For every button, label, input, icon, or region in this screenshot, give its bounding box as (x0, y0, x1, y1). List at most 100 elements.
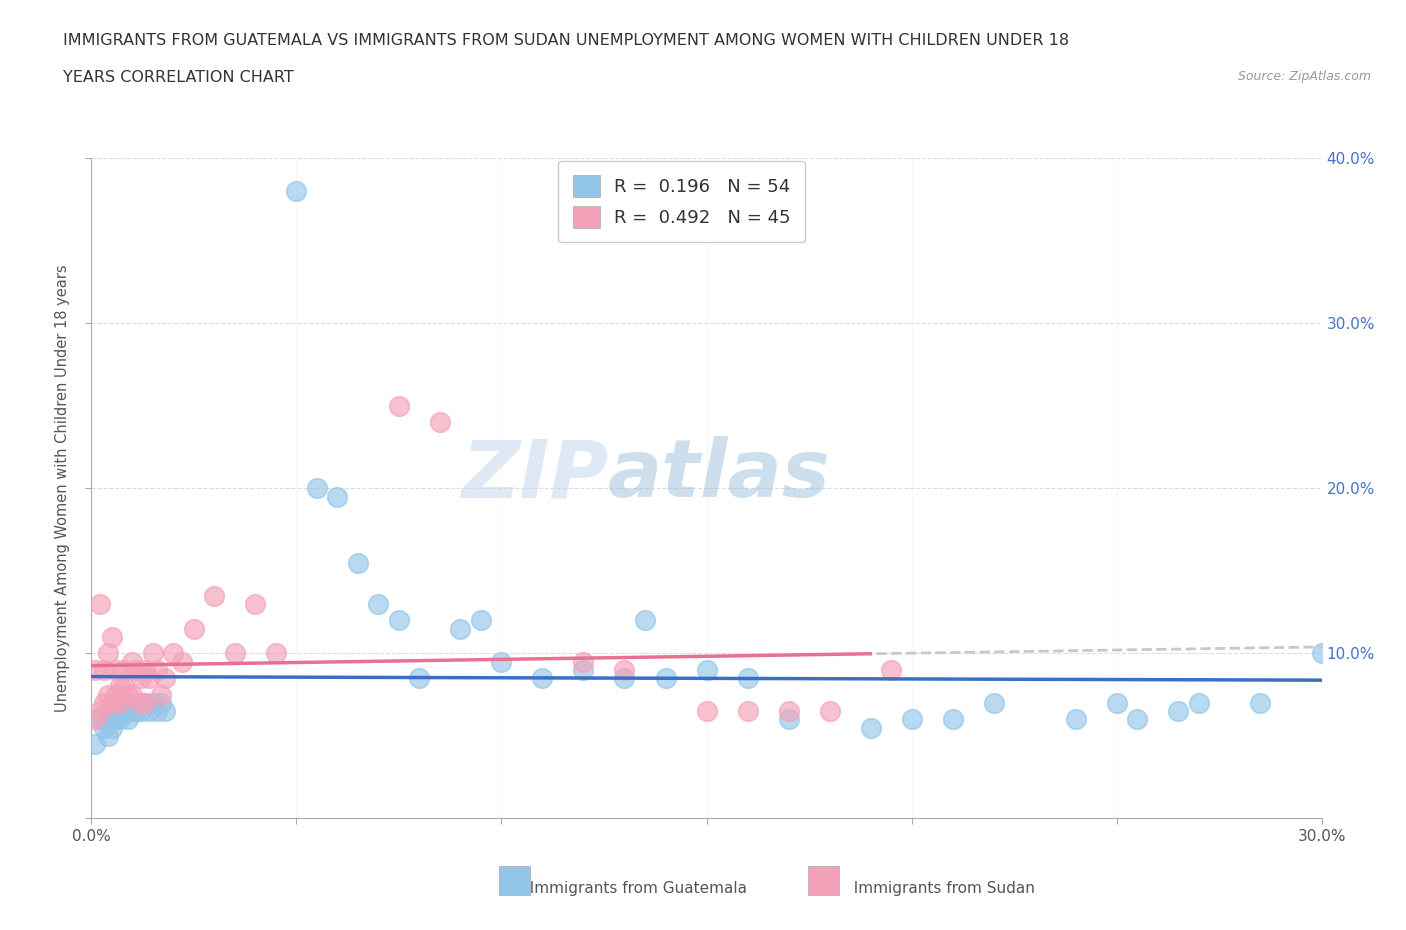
Point (900, 712, 922, 727)
Point (89, 712, 111, 727)
Point (112, 679, 135, 694)
Point (326, 489, 349, 504)
Point (129, 696, 152, 711)
Point (105, 704, 127, 719)
Point (183, 621, 205, 636)
Point (134, 696, 156, 711)
Point (264, 645, 287, 660)
Point (105, 687, 127, 702)
Point (97, 687, 120, 702)
Point (388, 613, 411, 628)
Point (347, 555, 370, 570)
Point (408, 671, 430, 685)
Text: Source: ZipAtlas.com: Source: ZipAtlas.com (1237, 70, 1371, 83)
Point (1126, 712, 1149, 727)
Point (105, 712, 127, 727)
Point (97, 704, 120, 719)
Point (117, 704, 139, 719)
Point (695, 662, 717, 677)
Point (150, 687, 173, 702)
Point (121, 654, 143, 669)
Y-axis label: Unemployment Among Women with Children Under 18 years: Unemployment Among Women with Children U… (55, 264, 70, 712)
Text: YEARS CORRELATION CHART: YEARS CORRELATION CHART (63, 70, 294, 85)
Point (101, 630, 124, 644)
Point (108, 696, 131, 711)
Point (778, 704, 800, 719)
Point (224, 645, 246, 660)
Point (245, 596, 267, 611)
Point (737, 704, 759, 719)
Point (449, 621, 471, 636)
Point (859, 720, 882, 735)
Point (121, 696, 143, 711)
Point (572, 654, 595, 669)
Point (134, 662, 156, 677)
Point (101, 696, 124, 711)
Point (142, 696, 165, 711)
Point (1064, 712, 1087, 727)
Point (470, 613, 492, 628)
Point (572, 662, 595, 677)
Point (153, 704, 177, 719)
Text: atlas: atlas (607, 436, 831, 514)
Point (202, 588, 225, 603)
Bar (808, 866, 839, 895)
Point (880, 662, 903, 677)
Point (146, 704, 169, 719)
Point (983, 696, 1005, 711)
Point (97, 645, 120, 660)
Point (101, 720, 124, 735)
Bar (499, 866, 530, 895)
Point (89, 596, 111, 611)
Point (121, 687, 143, 702)
Point (93, 662, 115, 677)
Point (1249, 696, 1271, 711)
Point (134, 696, 156, 711)
Point (105, 662, 127, 677)
Point (112, 704, 135, 719)
Point (388, 398, 411, 413)
Text: Immigrants from Guatemala: Immigrants from Guatemala (520, 881, 747, 896)
Text: Immigrants from Sudan: Immigrants from Sudan (844, 881, 1035, 896)
Text: IMMIGRANTS FROM GUATEMALA VS IMMIGRANTS FROM SUDAN UNEMPLOYMENT AMONG WOMEN WITH: IMMIGRANTS FROM GUATEMALA VS IMMIGRANTS … (63, 33, 1070, 47)
Point (117, 712, 139, 727)
Point (367, 596, 389, 611)
Point (613, 662, 636, 677)
Point (491, 654, 513, 669)
Point (108, 679, 131, 694)
Point (117, 687, 139, 702)
Legend: R =  0.196   N = 54, R =  0.492   N = 45: R = 0.196 N = 54, R = 0.492 N = 45 (558, 161, 806, 243)
Point (1310, 645, 1333, 660)
Point (737, 671, 759, 685)
Point (613, 671, 636, 685)
Point (305, 481, 328, 496)
Point (93, 696, 115, 711)
Point (942, 712, 965, 727)
Point (84, 712, 107, 727)
Text: ZIP: ZIP (461, 436, 607, 514)
Point (1167, 704, 1189, 719)
Point (285, 184, 308, 199)
Point (125, 704, 148, 719)
Point (146, 662, 169, 677)
Point (150, 696, 173, 711)
Point (170, 654, 193, 669)
Point (84, 662, 107, 677)
Point (1187, 696, 1209, 711)
Point (97, 728, 120, 743)
Point (129, 704, 152, 719)
Point (634, 613, 657, 628)
Point (108, 712, 131, 727)
Point (162, 645, 184, 660)
Point (531, 671, 554, 685)
Point (654, 671, 676, 685)
Point (695, 704, 717, 719)
Point (1105, 696, 1128, 711)
Point (112, 662, 135, 677)
Point (142, 645, 165, 660)
Point (101, 712, 124, 727)
Point (108, 704, 131, 719)
Point (778, 712, 800, 727)
Point (112, 696, 135, 711)
Point (138, 704, 160, 719)
